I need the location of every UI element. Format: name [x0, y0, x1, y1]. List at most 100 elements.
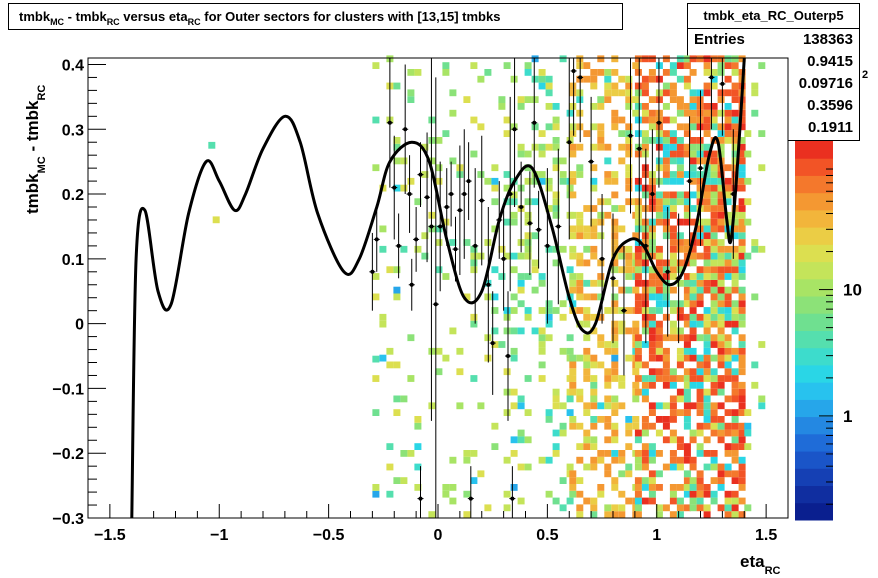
heat-cell: [724, 497, 732, 505]
heat-cell: [559, 157, 567, 165]
heat-cell: [484, 177, 492, 185]
heat-cell: [597, 361, 605, 369]
heat-cell: [738, 341, 746, 348]
heat-cell: [463, 490, 471, 498]
heat-cell: [689, 191, 697, 199]
heat-cell: [703, 198, 711, 206]
heat-cell: [611, 218, 619, 226]
heat-cell: [524, 313, 532, 321]
heat-cell: [498, 341, 506, 348]
heat-cell: [724, 75, 732, 83]
heat-cell: [731, 273, 739, 280]
heat-cell: [463, 511, 471, 518]
profile-point: [556, 224, 561, 229]
heat-cell: [724, 341, 732, 348]
heat-cell: [470, 313, 478, 321]
heat-cell: [751, 381, 759, 389]
heat-cell: [517, 252, 525, 260]
heat-cell: [625, 96, 633, 103]
heat-cell: [683, 218, 691, 226]
heat-cell: [655, 375, 663, 382]
heat-cell: [738, 395, 746, 403]
heat-cell: [611, 422, 619, 430]
profile-point: [418, 496, 423, 501]
heat-cell: [655, 266, 663, 274]
heat-cell: [662, 137, 670, 144]
heat-cell: [703, 82, 711, 90]
heat-cell: [744, 130, 752, 137]
heat-cell: [731, 497, 739, 505]
heat-cell: [669, 252, 677, 260]
heat-cell: [683, 477, 691, 484]
heat-cell: [576, 232, 584, 240]
heat-cell: [393, 286, 401, 294]
heat-cell: [683, 123, 691, 131]
heat-cell: [576, 279, 584, 287]
heat-cell: [669, 484, 677, 491]
color-bar-segment: [795, 416, 833, 435]
heat-cell: [604, 75, 612, 83]
heat-cell: [703, 245, 711, 253]
heat-cell: [597, 484, 605, 491]
heat-cell: [569, 150, 577, 158]
heat-cell: [604, 96, 612, 103]
color-bar-segment: [795, 175, 833, 194]
heat-cell: [683, 286, 691, 294]
heat-cell: [717, 354, 725, 362]
heat-cell: [449, 497, 457, 505]
heat-cell: [676, 245, 684, 253]
heat-cell: [738, 266, 746, 274]
heat-cell: [372, 164, 380, 172]
heat-cell: [503, 130, 511, 137]
heat-cell: [400, 245, 408, 253]
heat-cell: [648, 313, 656, 321]
heat-cell: [414, 443, 422, 450]
heat-cell: [655, 293, 663, 301]
heat-cell: [648, 341, 656, 348]
heat-cell: [731, 279, 739, 287]
heat-cell: [676, 266, 684, 274]
heat-cell: [676, 137, 684, 144]
heat-cell: [634, 245, 642, 253]
heat-cell: [618, 490, 626, 498]
heat-cell: [634, 225, 642, 233]
heat-cell: [503, 218, 511, 226]
heat-cell: [683, 293, 691, 301]
heat-cell: [662, 286, 670, 294]
heat-cell: [524, 273, 532, 280]
heat-cell: [538, 75, 546, 83]
profile-point: [457, 208, 462, 213]
heat-cell: [576, 307, 584, 314]
heat-cell: [625, 429, 633, 437]
heat-cell: [538, 143, 546, 151]
heat-cell: [611, 232, 619, 240]
heat-cell: [449, 89, 457, 97]
heat-cell: [710, 341, 718, 348]
heat-cell: [634, 252, 642, 260]
heat-cell: [669, 429, 677, 437]
heat-cell: [751, 361, 759, 369]
heat-cell: [545, 245, 553, 253]
heat-cell: [449, 157, 457, 165]
heat-cell: [738, 361, 746, 369]
heat-cell: [566, 137, 574, 144]
heat-cell: [751, 239, 759, 246]
heat-cell: [724, 347, 732, 355]
heat-cell: [442, 62, 450, 69]
heat-cell: [576, 293, 584, 301]
heat-cell: [731, 490, 739, 498]
heat-cell: [758, 402, 766, 410]
heat-cell: [604, 157, 612, 165]
heat-cell: [625, 143, 633, 151]
heat-cell: [655, 347, 663, 355]
heat-cell: [634, 511, 642, 518]
heat-cell: [669, 266, 677, 274]
heat-cell: [449, 484, 457, 491]
heat-cell: [611, 307, 619, 314]
heat-cell: [393, 395, 401, 403]
heat-cell: [583, 354, 591, 362]
heat-cell: [676, 55, 684, 63]
heat-cell: [758, 395, 766, 403]
heat-cell: [604, 211, 612, 219]
heat-cell: [710, 205, 718, 212]
